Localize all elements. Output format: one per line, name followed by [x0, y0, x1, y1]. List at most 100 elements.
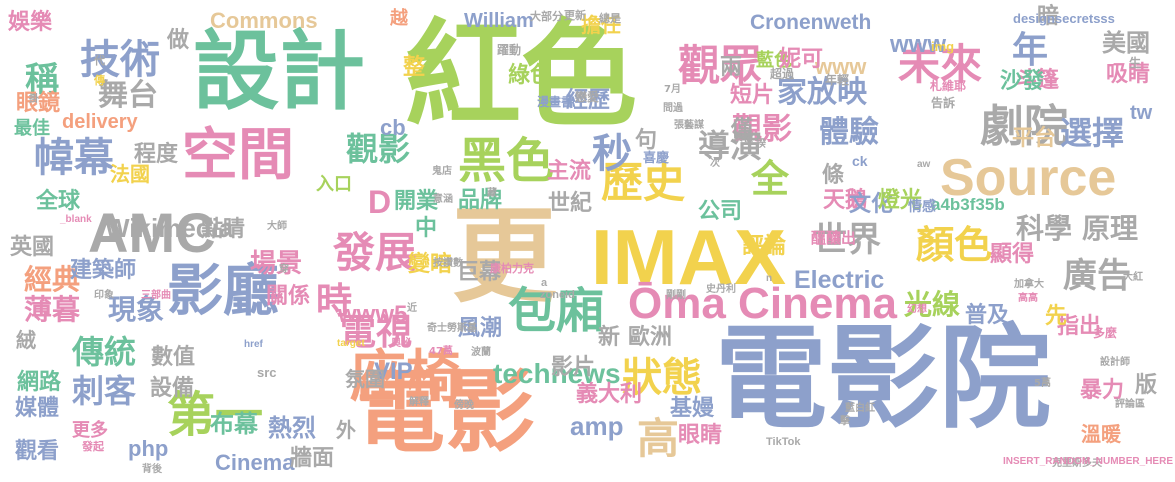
cloud-word: 波蘭 — [471, 347, 491, 358]
cloud-word: 基嫚 — [670, 396, 715, 421]
cloud-word: 評論區 — [1115, 399, 1145, 410]
cloud-word: 吸睛 — [1106, 62, 1151, 87]
cloud-word: 開業 — [394, 189, 439, 214]
cloud-word: 傳 — [94, 74, 105, 87]
cloud-word: 超過 — [770, 67, 795, 81]
cloud-word: 公司 — [698, 199, 743, 224]
cloud-word: 按讚數 — [433, 258, 463, 269]
cloud-word: 擊 — [840, 416, 850, 427]
cloud-word: 秒 — [592, 131, 632, 177]
cloud-word: 娛樂 — [8, 10, 53, 35]
cloud-word: 絨 — [16, 328, 36, 352]
cloud-word: 剛剛 — [666, 290, 686, 301]
cloud-word: 問過 — [663, 103, 683, 114]
cloud-word: 僅 — [731, 117, 754, 142]
cloud-word: zoneid — [540, 289, 575, 301]
cloud-word: a4b3f35b — [931, 195, 1005, 214]
cloud-word: 觀影 — [732, 112, 792, 147]
cloud-word: 先 — [1045, 304, 1068, 329]
cloud-word: 新 — [598, 325, 621, 350]
cloud-word: 眼鏡 — [16, 91, 61, 116]
cloud-word: 評論 — [742, 234, 787, 259]
cloud-word: 47萬 — [429, 346, 453, 357]
cloud-word: 幃幕 — [34, 135, 114, 181]
cloud-word: 劇院 — [980, 101, 1068, 152]
cloud-word: 設備 — [150, 376, 195, 401]
cloud-word: 法國 — [110, 162, 150, 186]
cloud-word: 中 — [415, 216, 438, 241]
cloud-word: 關係 — [266, 284, 311, 309]
cloud-word: 發起 — [82, 440, 104, 453]
cloud-word: INSERT_RANDOM_NUMBER_HERE — [1002, 456, 1173, 467]
cloud-word: cb — [380, 115, 406, 140]
cloud-word: 媒體 — [15, 396, 60, 421]
cloud-word: n — [766, 273, 773, 284]
cloud-word: 年輕 — [825, 73, 850, 87]
cloud-word: 年 — [1012, 30, 1049, 71]
cloud-word: 電視 — [340, 312, 413, 353]
cloud-word: 影片 — [551, 355, 596, 380]
cloud-word: 狀態 — [622, 355, 702, 401]
cloud-word: 高 — [637, 414, 680, 463]
cloud-word: 句 — [635, 128, 658, 153]
cloud-word: 康柏力克 — [490, 262, 534, 275]
cloud-word: img — [931, 39, 955, 54]
cloud-word: 現象 — [108, 293, 165, 326]
cloud-word: 顯得 — [990, 242, 1035, 267]
cloud-word: 稱 — [25, 60, 59, 100]
cloud-word: Commons — [210, 8, 318, 33]
cloud-word: 數值 — [151, 345, 196, 370]
cloud-word: 牆面 — [290, 446, 335, 471]
cloud-word: 建築師 — [70, 258, 137, 283]
cloud-word: D — [368, 184, 392, 220]
cloud-word: 更新 — [564, 9, 586, 22]
cloud-word: 版 — [1135, 373, 1158, 398]
cloud-word: 7月 — [664, 84, 681, 95]
cloud-word: amp — [570, 411, 624, 441]
cloud-word: 觀看 — [15, 439, 60, 464]
cloud-word: 觀眾 — [678, 41, 763, 90]
cloud-word: 天鵝 — [823, 188, 868, 213]
cloud-word: 程度 — [134, 142, 179, 167]
cloud-word: 近 — [407, 303, 417, 314]
cloud-word: 多麼 — [1093, 326, 1118, 340]
cloud-word: 總是 — [599, 12, 621, 25]
cloud-word: VIP — [374, 358, 413, 385]
cloud-word: 沙發 — [1000, 69, 1045, 94]
cloud-word: 熱烈 — [268, 414, 316, 442]
cloud-word: 喜慶 — [643, 151, 670, 166]
cloud-word: 傳統 — [72, 333, 137, 371]
cloud-word: 點睛 — [201, 217, 246, 242]
cloud-word: 世界 — [813, 220, 881, 260]
cloud-word: 大部分 — [530, 10, 563, 23]
cloud-word: target — [337, 338, 365, 349]
cloud-word: 技術 — [80, 37, 160, 83]
cloud-word: 做 — [167, 28, 190, 53]
cloud-word: 掛 — [29, 94, 39, 105]
cloud-word: 妮可 — [779, 47, 824, 72]
cloud-word: Electric — [794, 266, 885, 294]
cloud-word: 世紀 — [548, 191, 593, 216]
cloud-word: 5萬 — [1034, 378, 1051, 389]
cloud-word: AMC — [88, 201, 216, 264]
cloud-word: 綠色 — [508, 63, 553, 88]
cloud-word: Cinema — [215, 450, 295, 475]
cloud-word: 顏色 — [916, 223, 993, 267]
cloud-word: 藏 — [487, 188, 497, 199]
cloud-word: IMAX — [591, 213, 786, 301]
cloud-word: 導演 — [698, 127, 763, 165]
cloud-word: 更多 — [72, 420, 108, 441]
cloud-word: 設計 — [193, 22, 365, 122]
cloud-word: php — [128, 436, 169, 461]
cloud-word: 張藝謀 — [674, 120, 704, 131]
cloud-word: 奇士勞斯基 — [427, 323, 477, 334]
cloud-word: William — [464, 10, 534, 32]
cloud-word: 兩 — [720, 55, 743, 80]
cloud-word: 鬼店 — [432, 166, 452, 177]
cloud-word: 背後 — [142, 464, 162, 475]
cloud-word: 大師 — [267, 221, 287, 232]
cloud-word: 解釋 — [409, 397, 429, 408]
cloud-word: 未來 — [898, 40, 983, 89]
cloud-word: aw — [917, 159, 931, 170]
cloud-word: 幻想 — [907, 304, 927, 315]
